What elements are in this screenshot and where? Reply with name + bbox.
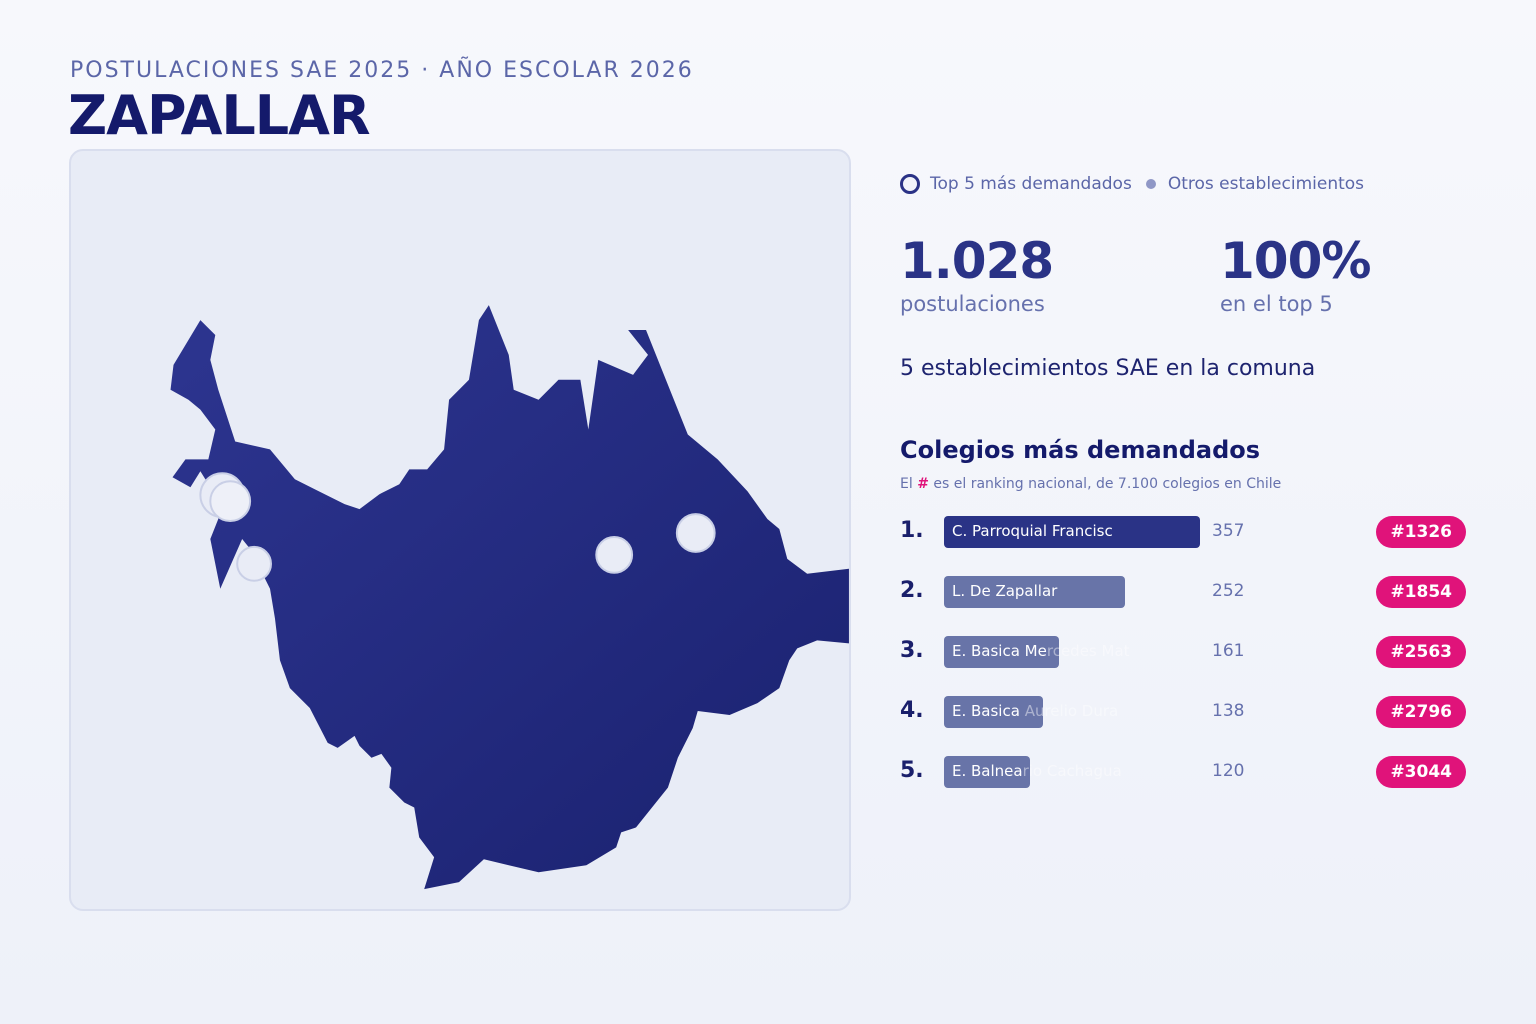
ranking-note-suffix: es el ranking nacional, de 7.100 colegio… [933,476,1282,492]
legend-top5-label: Top 5 más demandados [930,174,1132,194]
ranking-note-hash: # [917,476,929,492]
ranking-row: 3. E. Basica Mercedes Mat 161 #2563 [900,632,1470,672]
legend-others-label: Otros establecimientos [1167,174,1365,194]
rank-number: 4. [900,698,924,723]
school-marker-4[interactable] [595,535,634,574]
national-rank-badge: #2563 [1376,636,1466,668]
ranking-row: 5. E. Balneario Cachagua 120 #3044 [900,752,1470,792]
page-title: ZAPALLAR [68,84,371,147]
national-rank-badge: #1326 [1376,516,1466,548]
ranking-bar [944,576,1125,608]
ranking-bar [944,636,1059,668]
national-rank-badge: #3044 [1376,756,1466,788]
ranking-title: Colegios más demandados [900,436,1261,464]
ranking-bar [944,756,1030,788]
commune-map-panel [69,149,851,911]
rank-number: 5. [900,758,924,783]
ranking-note-prefix: El [900,476,913,492]
school-marker-2[interactable] [209,480,252,523]
ranking-note: El # es el ranking nacional, de 7.100 co… [900,476,1281,492]
commune-map [170,305,849,890]
school-name-label: E. Basica Aurelio Dura [952,702,1119,720]
rank-number: 1. [900,518,924,543]
school-name-label: L. De Zapallar [952,582,1058,600]
applications-count: 357 [1212,521,1245,541]
applications-count: 161 [1212,641,1245,661]
page-subtitle: POSTULACIONES SAE 2025 · AÑO ESCOLAR 202… [70,58,694,83]
school-name-label: C. Parroquial Francisc [952,522,1113,540]
applications-value: 1.028 [900,232,1054,290]
applications-count: 120 [1212,761,1245,781]
ranking-bar [944,516,1200,548]
national-rank-badge: #1854 [1376,576,1466,608]
top5-share-label: en el top 5 [1220,292,1333,316]
ranking-row: 2. L. De Zapallar 252 #1854 [900,572,1470,612]
applications-count: 138 [1212,701,1245,721]
applications-count: 252 [1212,581,1245,601]
commune-shape [170,305,849,890]
others-dot-icon [1145,179,1156,189]
school-name-label: E. Balneario Cachagua [952,762,1122,780]
applications-label: postulaciones [900,292,1045,316]
top5-share-value: 100% [1220,232,1371,290]
top5-ring-icon [900,174,920,194]
school-marker-5[interactable] [675,513,716,553]
rank-number: 2. [900,578,924,603]
rank-number: 3. [900,638,924,663]
ranking-bar [944,696,1043,728]
ranking-row: 4. E. Basica Aurelio Dura 138 #2796 [900,692,1470,732]
national-rank-badge: #2796 [1376,696,1466,728]
establishments-count: 5 establecimientos SAE en la comuna [900,356,1316,381]
ranking-row: 1. C. Parroquial Francisc 357 #1326 [900,512,1470,552]
school-marker-3[interactable] [236,545,272,582]
map-legend: Top 5 más demandados Otros establecimien… [900,174,1364,194]
school-name-label: E. Basica Mercedes Mat [952,642,1130,660]
